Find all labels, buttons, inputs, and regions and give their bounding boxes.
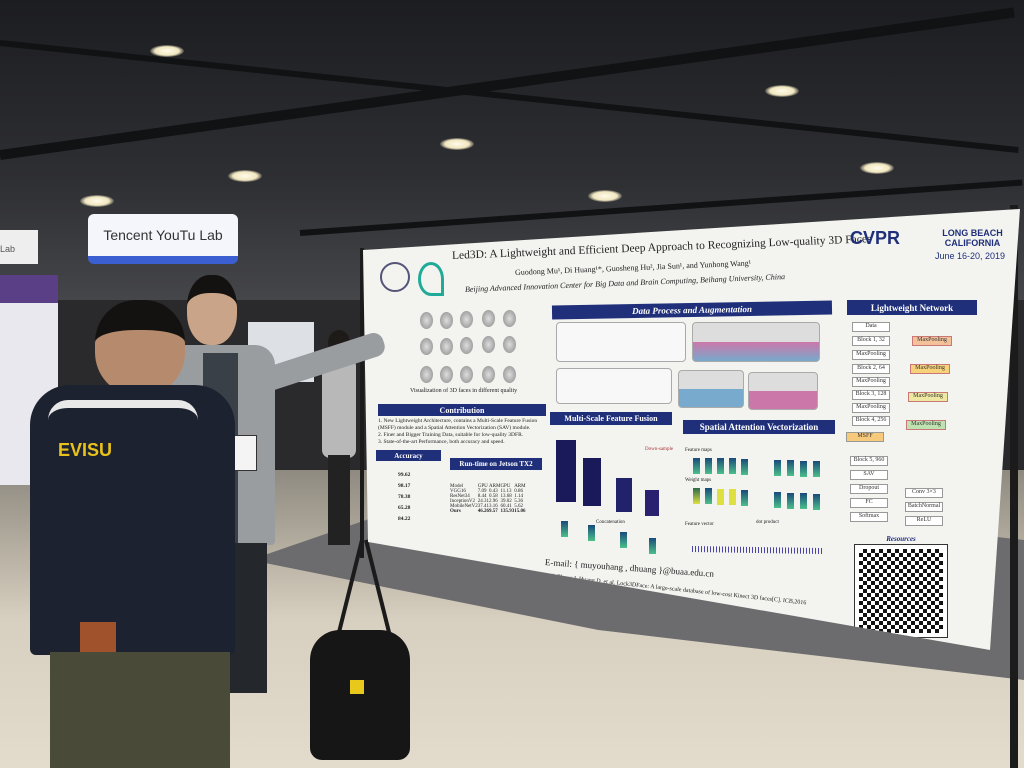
section-runtime: Run-time on Jetson TX2 [450,458,542,470]
backpack [310,620,410,760]
concatenation-label: Concatenation [596,520,625,525]
poster-stand-right [1010,205,1018,768]
runtime-table: Model GPU ARM GPU ARM VGG16 7.09 0.43 11.13 0.86… [450,484,526,514]
section-data-process: Data Process and Augmentation [551,300,833,320]
dot-product-label: dot product [756,520,779,525]
ceiling-light [860,162,894,174]
feature-vector-label: Feature vector [685,522,714,527]
poster-stand-left [360,248,364,558]
conference-location: LONG BEACH CALIFORNIA [942,228,1003,248]
left-sign: Lab [0,230,38,264]
lab-logo [418,262,444,296]
augmented-faces-a [678,370,744,408]
ceiling-light [588,190,622,202]
poster-affiliation: Beijing Advanced Innovation Center for B… [464,272,786,294]
data-process-diagram [556,322,686,362]
feature-maps-label: Feature maps [685,448,712,453]
section-contribution: Contribution [378,404,546,416]
accuracy-table: 99.62 98.17 78.38 65.28 84.22 [398,472,411,522]
normal-maps [556,368,672,404]
ceiling-beam [0,7,1015,160]
augmentation-images [692,322,820,362]
section-lightweight-network: Lightweight Network [847,300,977,315]
section-resources: Resources [886,535,916,543]
qr-code [854,544,948,638]
jacket-logo: EVISU [58,440,113,460]
augmented-faces-b [748,372,818,410]
person-background [320,330,356,545]
ceiling-light [150,45,184,57]
cvpr-logo: CVPR [850,228,901,248]
section-msff: Multi-Scale Feature Fusion [550,412,672,425]
contribution-list: 1. New Lightweight Architecture, contain… [378,418,538,445]
ceiling-light [765,85,799,97]
section-sav: Spatial Attention Vectorization [683,420,835,434]
ceiling-light [228,170,262,182]
visitor-foreground: EVISU [30,300,240,768]
down-sample-label: Down-sample [645,447,674,452]
face-caption: Visualization of 3D faces in different q… [410,388,518,394]
sponsor-banner: Tencent YouTu Lab [88,214,238,264]
section-accuracy: Accuracy [376,450,441,461]
ceiling-light [80,195,114,207]
weight-maps-label: Weight maps [685,478,712,483]
ceiling-light [440,138,474,150]
university-logo [380,262,410,292]
conference-dates: June 16-20, 2019 [935,251,1006,261]
